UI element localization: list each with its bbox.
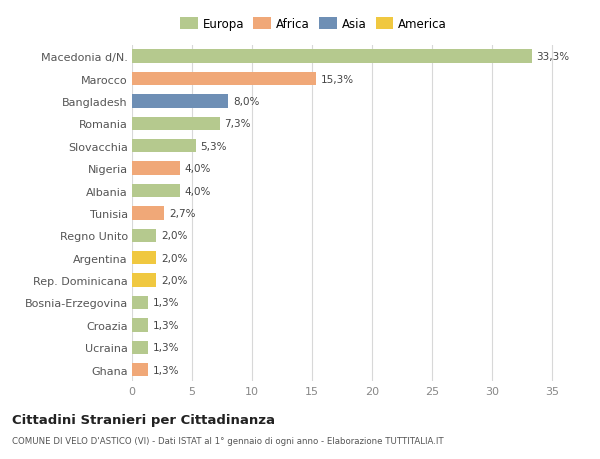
Text: 2,0%: 2,0%	[161, 231, 187, 241]
Text: 1,3%: 1,3%	[152, 298, 179, 308]
Bar	[132, 341, 148, 354]
Bar	[132, 229, 156, 242]
Text: 2,0%: 2,0%	[161, 253, 187, 263]
Text: 8,0%: 8,0%	[233, 97, 259, 107]
Bar	[132, 207, 164, 220]
Text: Cittadini Stranieri per Cittadinanza: Cittadini Stranieri per Cittadinanza	[12, 413, 275, 426]
Text: 7,3%: 7,3%	[224, 119, 251, 129]
Text: 15,3%: 15,3%	[320, 74, 353, 84]
Bar	[132, 162, 180, 175]
Text: 4,0%: 4,0%	[185, 186, 211, 196]
Text: 33,3%: 33,3%	[536, 52, 569, 62]
Bar	[132, 73, 316, 86]
Bar	[132, 319, 148, 332]
Text: 1,3%: 1,3%	[152, 320, 179, 330]
Bar	[132, 50, 532, 64]
Text: 5,3%: 5,3%	[200, 141, 227, 151]
Bar	[132, 118, 220, 131]
Text: COMUNE DI VELO D'ASTICO (VI) - Dati ISTAT al 1° gennaio di ogni anno - Elaborazi: COMUNE DI VELO D'ASTICO (VI) - Dati ISTA…	[12, 436, 443, 445]
Bar	[132, 185, 180, 198]
Text: 2,7%: 2,7%	[169, 208, 196, 218]
Bar	[132, 140, 196, 153]
Bar	[132, 252, 156, 265]
Legend: Europa, Africa, Asia, America: Europa, Africa, Asia, America	[178, 16, 449, 34]
Text: 2,0%: 2,0%	[161, 275, 187, 285]
Bar	[132, 296, 148, 309]
Bar	[132, 363, 148, 376]
Text: 4,0%: 4,0%	[185, 164, 211, 174]
Bar	[132, 274, 156, 287]
Bar	[132, 95, 228, 108]
Text: 1,3%: 1,3%	[152, 365, 179, 375]
Text: 1,3%: 1,3%	[152, 342, 179, 353]
